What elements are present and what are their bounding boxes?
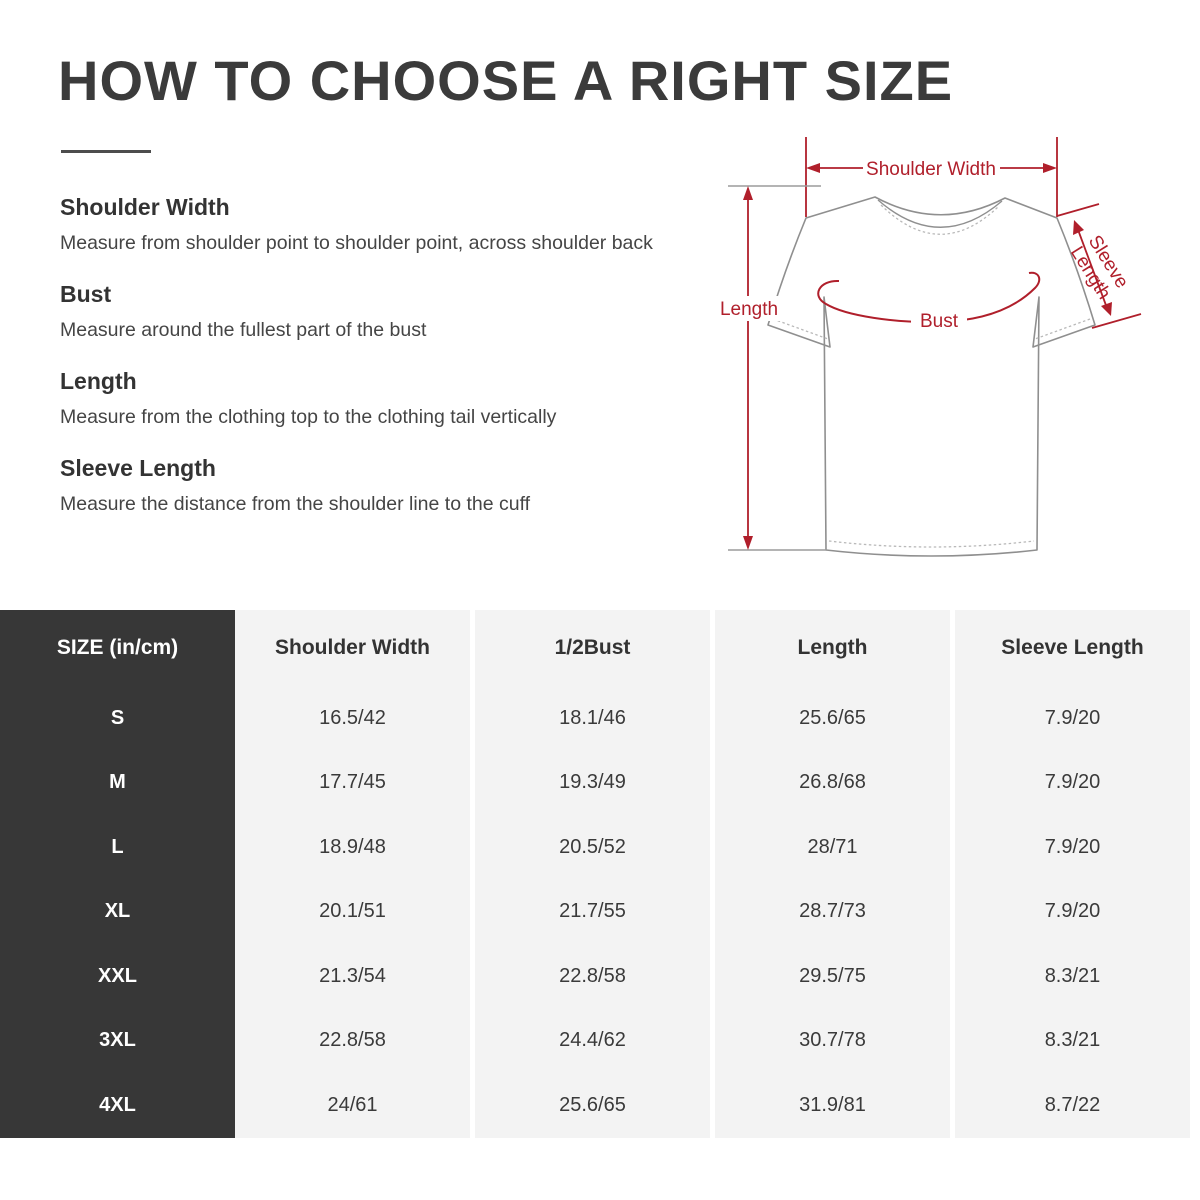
size-label-m: M — [109, 771, 126, 794]
column-header-sleeve-length: Sleeve Length — [1001, 636, 1144, 659]
shoulder-width-label: Shoulder Width — [866, 159, 996, 180]
table-cell: 22.8/58 — [559, 964, 626, 987]
table-cell: 21.3/54 — [319, 964, 386, 987]
bust-label: Bust — [920, 311, 959, 332]
table-cell: 28.7/73 — [799, 900, 866, 923]
size-label-xl: XL — [104, 900, 131, 923]
table-cell: 25.6/65 — [559, 1093, 626, 1116]
size-label-s: S — [110, 706, 125, 729]
tshirt-measurement-diagram: Length Shoulder Width Bust Sleeve Length — [717, 137, 1142, 557]
table-cell: 30.7/78 — [799, 1029, 866, 1052]
collar-stitch-line — [880, 204, 1000, 235]
table-cell: 8.3/21 — [1044, 1029, 1101, 1052]
size-label-3xl: 3XL — [99, 1029, 136, 1052]
table-cell: 18.9/48 — [319, 835, 386, 858]
tshirt-outline — [767, 196, 1096, 557]
table-cell: 7.9/20 — [1044, 706, 1101, 729]
table-cell: 19.3/49 — [559, 771, 626, 794]
size-column: SIZE (in/cm) S M L XL XXL 3XL 4XL — [0, 610, 235, 1138]
sleeve-arrow-bottom — [1101, 302, 1112, 316]
section-body-bust: Measure around the fullest part of the b… — [60, 319, 427, 341]
sleeve-tick-bottom — [1091, 313, 1142, 329]
size-column-header: SIZE (in/cm) — [56, 636, 179, 659]
table-cell: 31.9/81 — [799, 1093, 866, 1116]
collar-inner-line — [877, 199, 1003, 228]
length-column: Length 25.6/65 26.8/68 28/71 28.7/73 29.… — [715, 610, 950, 1138]
column-header-length: Length — [797, 636, 868, 659]
table-cell: 28/71 — [807, 835, 858, 858]
column-header-shoulder-width: Shoulder Width — [275, 636, 430, 659]
shoulder-width-column: Shoulder Width 16.5/42 17.7/45 18.9/48 2… — [235, 610, 470, 1138]
section-body-length: Measure from the clothing top to the clo… — [60, 406, 557, 428]
table-cell: 17.7/45 — [319, 771, 386, 794]
length-arrow-up — [743, 186, 753, 200]
table-cell: 16.5/42 — [319, 706, 386, 729]
section-heading-shoulder-width: Shoulder Width — [60, 194, 230, 220]
table-cell: 24.4/62 — [559, 1029, 626, 1052]
hem-stitch — [828, 540, 1035, 548]
column-header-half-bust: 1/2Bust — [554, 636, 631, 659]
size-chart-table: SIZE (in/cm) S M L XL XXL 3XL 4XL Should… — [0, 610, 1190, 1138]
table-cell: 24/61 — [327, 1093, 378, 1116]
table-cell: 20.5/52 — [559, 835, 626, 858]
sleeve-tick-top — [1056, 203, 1100, 217]
table-cell: 22.8/58 — [319, 1029, 386, 1052]
section-body-shoulder-width: Measure from shoulder point to shoulder … — [60, 232, 653, 254]
shoulder-width-arrow-right — [1043, 163, 1057, 173]
measurement-instructions: Shoulder Width Measure from shoulder poi… — [60, 194, 660, 542]
table-cell: 7.9/20 — [1044, 900, 1101, 923]
section-body-sleeve-length: Measure the distance from the shoulder l… — [60, 493, 531, 515]
table-cell: 21.7/55 — [559, 900, 626, 923]
table-cell: 18.1/46 — [559, 706, 626, 729]
section-heading-length: Length — [60, 368, 137, 394]
table-cell: 25.6/65 — [799, 706, 866, 729]
title-divider — [61, 150, 151, 153]
table-cell: 7.9/20 — [1044, 835, 1101, 858]
table-cell: 8.7/22 — [1044, 1093, 1101, 1116]
table-cell: 20.1/51 — [319, 900, 386, 923]
length-label: Length — [720, 299, 778, 320]
length-label-bg — [717, 296, 782, 321]
size-label-xxl: XXL — [98, 964, 137, 987]
page-title: HOW TO CHOOSE A RIGHT SIZE — [58, 49, 954, 112]
table-cell: 8.3/21 — [1044, 964, 1101, 987]
table-cell: 26.8/68 — [799, 771, 866, 794]
half-bust-column: 1/2Bust 18.1/46 19.3/49 20.5/52 21.7/55 … — [475, 610, 710, 1138]
size-label-4xl: 4XL — [99, 1093, 136, 1116]
table-cell: 29.5/75 — [799, 964, 866, 987]
size-label-l: L — [111, 835, 124, 858]
shoulder-width-arrow-left — [806, 163, 820, 173]
section-heading-bust: Bust — [60, 281, 112, 307]
table-cell: 7.9/20 — [1044, 771, 1101, 794]
bust-label-bg — [911, 308, 967, 333]
sleeve-arrow-top — [1073, 220, 1084, 235]
length-arrow-down — [743, 536, 753, 550]
sleeve-length-column: Sleeve Length 7.9/20 7.9/20 7.9/20 7.9/2… — [955, 610, 1190, 1138]
sleeve-dimension-line — [1076, 226, 1108, 309]
section-heading-sleeve-length: Sleeve Length — [60, 455, 216, 481]
